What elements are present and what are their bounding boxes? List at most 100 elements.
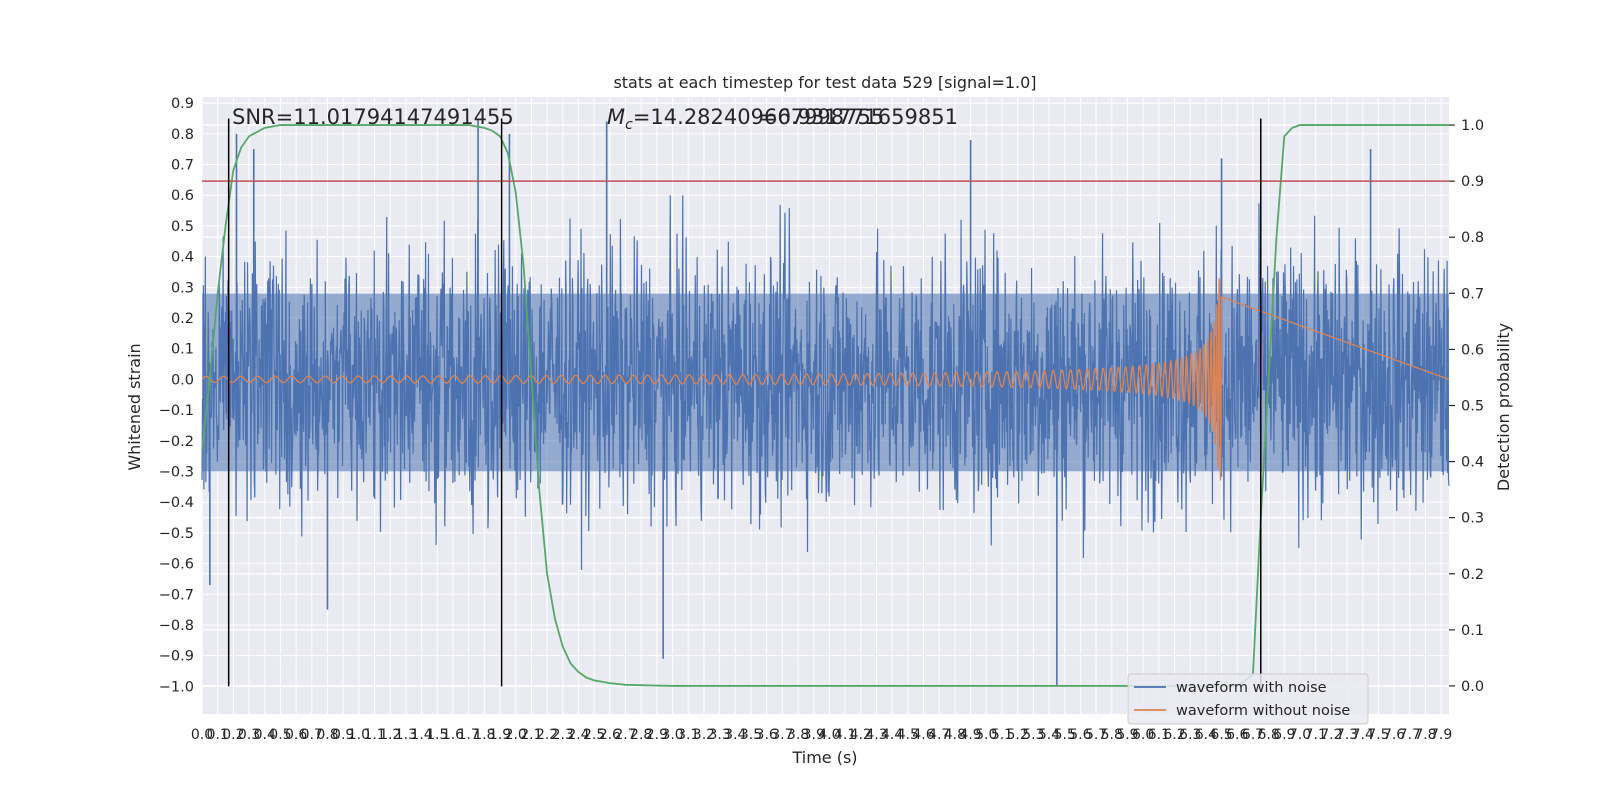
y2-tick-label: 0.6 [1461,342,1484,358]
chirp-mass-annotation: Mc=14.282409667998755 [607,105,884,133]
x-tick-label: 2.7 [614,727,636,743]
y-tick-label: 0.1 [171,342,194,358]
x-tick-label: 2.5 [583,727,605,743]
y-tick-label: 0.6 [171,188,194,204]
x-tick-label: 6.9 [1273,727,1295,743]
x-tick-label: 6.0 [1132,727,1154,743]
series-waveform-without-noise [201,278,1450,481]
y-axis-ticks: 0.9 0.8 0.7 0.6 0.5 0.4 0.3 0.2 0.1 0.0 −0.1 −0.2 −0… [159,96,194,695]
x-tick-label: 4.1 [834,727,856,743]
x-tick-label: 6.8 [1257,727,1279,743]
y-tick-label: 0.8 [171,127,194,143]
y-tick-label: 0.0 [171,372,194,388]
x-tick-label: 5.3 [1022,727,1044,743]
x-tick-label: 3.9 [803,727,825,743]
x-tick-label: 7.7 [1399,727,1421,743]
x-tick-label: 4.0 [818,727,840,743]
x-tick-label: 1.5 [426,727,448,743]
x-tick-label: 4.8 [944,727,966,743]
x-tick-label: 3.5 [740,727,762,743]
y2-tick-label: 0.0 [1461,679,1484,695]
y2-tick-label: 0.4 [1461,455,1484,471]
x-tick-label: 5.4 [1038,727,1060,743]
x-tick-label: 0.8 [316,727,338,743]
x-tick-label: 0.7 [301,727,323,743]
legend-label-noise: waveform with noise [1176,680,1327,696]
y-tick-label: 0.3 [171,280,194,296]
x-axis-label: Time (s) [791,748,857,767]
x-tick-label: 6.7 [1242,727,1264,743]
vertical-markers [227,118,1262,687]
x-tick-label: 5.8 [1101,727,1123,743]
x-tick-label: 1.7 [458,727,480,743]
x-tick-label: 2.1 [520,727,542,743]
x-tick-label: 4.7 [928,727,950,743]
legend: waveform with noise waveform without noi… [1127,673,1369,725]
x-tick-label: 7.8 [1414,727,1436,743]
x-tick-label: 5.1 [991,727,1013,743]
y-tick-label: −0.8 [159,618,194,634]
y2-tick-label: 0.2 [1461,567,1484,583]
x-tick-label: 6.1 [1148,727,1170,743]
x-tick-label: 0.2 [222,727,244,743]
y2-tick-label: 0.7 [1461,286,1484,302]
x-tick-label: 2.2 [536,727,558,743]
y-tick-label: −0.3 [159,464,194,480]
x-tick-label: 0.3 [238,727,260,743]
y2-tick-label: 0.9 [1461,174,1484,190]
x-axis-ticks: 0.00.10.20.30.40.50.60.70.80.91.01.11.21… [191,727,1452,743]
y-axis-label: Whitened strain [125,343,144,470]
x-tick-label: 1.1 [363,727,385,743]
y2-tick-label: 0.3 [1461,511,1484,527]
overlap-annotation: =0.931771659851 [760,105,958,129]
y-tick-label: 0.5 [171,219,194,235]
x-tick-label: 3.4 [724,727,746,743]
y-tick-label: 0.9 [171,96,194,112]
x-tick-label: 1.3 [395,727,417,743]
series-waveform-with-noise [201,118,1450,687]
y-tick-label: −0.4 [159,495,194,511]
y2-axis-ticks: 0.0 0.1 0.2 0.3 0.4 0.5 0.6 0.7 0.8 0.9 1.0 [1449,118,1484,695]
probability-trace [201,124,1449,687]
x-tick-label: 0.0 [191,727,213,743]
y-tick-label: −0.6 [159,557,194,573]
y-tick-label: 0.2 [171,311,194,327]
x-tick-label: 5.7 [1085,727,1107,743]
x-tick-label: 3.2 [693,727,715,743]
x-tick-label: 0.6 [285,727,307,743]
x-tick-label: 1.8 [473,727,495,743]
x-tick-label: 7.2 [1320,727,1342,743]
x-tick-label: 4.5 [897,727,919,743]
x-tick-label: 2.3 [552,727,574,743]
x-tick-label: 4.4 [881,727,903,743]
x-tick-label: 3.0 [661,727,683,743]
y2-tick-label: 0.8 [1461,230,1484,246]
y-tick-label: −0.9 [159,649,194,665]
x-tick-label: 2.4 [567,727,589,743]
x-tick-label: 1.6 [442,727,464,743]
x-tick-label: 1.2 [379,727,401,743]
x-tick-label: 5.5 [1054,727,1076,743]
y-tick-label: 0.7 [171,158,194,174]
x-tick-label: 7.0 [1289,727,1311,743]
chirp-mass-value: =14.282409667998755 [633,105,884,129]
x-tick-label: 1.0 [348,727,370,743]
x-tick-label: 6.6 [1226,727,1248,743]
x-tick-label: 0.4 [254,727,276,743]
y2-axis-label: Detection probability [1494,323,1513,491]
x-tick-label: 2.0 [505,727,527,743]
x-tick-label: 4.3 [865,727,887,743]
x-tick-label: 7.9 [1430,727,1452,743]
x-tick-label: 5.0 [975,727,997,743]
x-tick-label: 7.1 [1305,727,1327,743]
x-tick-label: 2.8 [630,727,652,743]
x-tick-label: 4.6 [912,727,934,743]
x-tick-label: 6.4 [1195,727,1217,743]
x-tick-label: 6.5 [1210,727,1232,743]
y-tick-label: −0.7 [159,587,194,603]
x-tick-label: 7.3 [1336,727,1358,743]
x-tick-label: 3.7 [771,727,793,743]
x-tick-label: 1.4 [410,727,432,743]
chart-title: stats at each timestep for test data 529… [613,73,1036,92]
